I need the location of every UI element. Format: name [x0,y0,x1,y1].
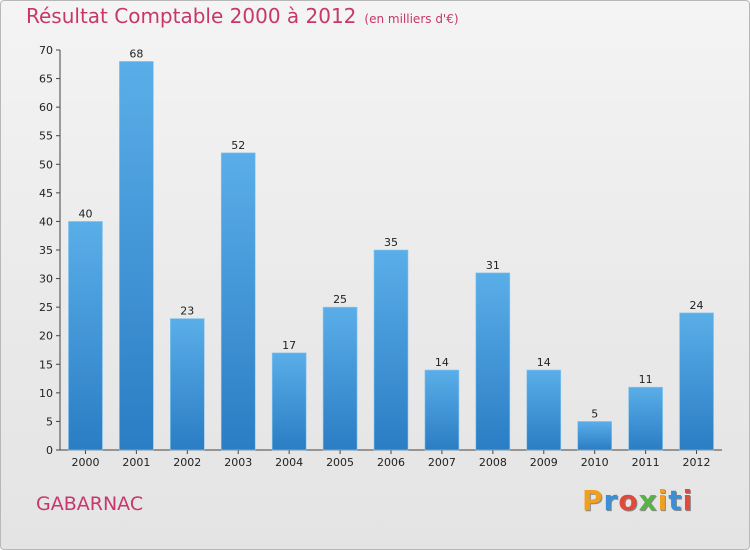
y-tick-label: 25 [39,301,53,314]
y-tick-label: 30 [39,273,53,286]
y-tick-label: 60 [39,101,53,114]
data-label-2000: 40 [78,207,92,220]
data-label-2011: 11 [639,373,653,386]
x-tick-label-2000: 2000 [71,456,99,469]
data-label-2009: 14 [537,356,551,369]
data-label-2005: 25 [333,293,347,306]
title-text: Résultat Comptable 2000 à 2012 [26,4,357,28]
x-tick-label-2010: 2010 [581,456,609,469]
bar-2002 [170,318,205,451]
x-tick-label-2008: 2008 [479,456,507,469]
bar-2001 [119,61,154,451]
bar-2005 [322,306,358,451]
bar-2011 [628,386,663,451]
data-label-2002: 23 [180,305,194,318]
data-label-2008: 31 [486,259,500,272]
y-tick-label: 70 [39,44,53,57]
bar-2000 [68,221,103,451]
y-tick-label: 40 [39,215,53,228]
y-tick-label: 50 [39,158,53,171]
x-tick-label-2012: 2012 [683,456,711,469]
x-tick-label-2011: 2011 [632,456,660,469]
bar-2004 [271,352,307,451]
data-label-2012: 24 [690,299,704,312]
chart-title: Résultat Comptable 2000 à 2012 (en millie… [26,4,459,28]
data-label-2003: 52 [231,139,245,152]
data-label-2010: 5 [591,407,598,420]
x-tick-label-2006: 2006 [377,456,405,469]
data-labels: 40 68 23 52 17 25 35 14 31 14 5 11 24 [78,47,703,420]
x-tick-label-2009: 2009 [530,456,558,469]
y-tick-label: 5 [46,415,53,428]
x-tick-label-2007: 2007 [428,456,456,469]
bar-2008 [475,272,511,451]
bar-2012 [679,312,714,451]
proxiti-logo: Proxiti [582,484,694,517]
x-tick-label-2001: 2001 [122,456,150,469]
x-tick-label-2005: 2005 [326,456,354,469]
y-tick-label: 65 [39,73,53,86]
bar-2007 [424,369,460,451]
y-tick-label: 45 [39,187,53,200]
bar-2006 [373,249,409,451]
data-label-2001: 68 [129,47,143,60]
town-name: GABARNAC [36,493,144,515]
data-label-2004: 17 [282,339,296,352]
data-label-2007: 14 [435,356,449,369]
title-unit: (en milliers d'€) [364,12,459,26]
bars [68,61,714,451]
data-label-2006: 35 [384,236,398,249]
y-tick-label: 10 [39,387,53,400]
y-tick-label: 20 [39,330,53,343]
x-tick-label-2003: 2003 [224,456,252,469]
x-tick-label-2002: 2002 [173,456,201,469]
y-tick-label: 35 [39,244,53,257]
bar-2003 [220,152,256,451]
y-tick-label: 55 [39,130,53,143]
x-tick-label-2004: 2004 [275,456,303,469]
y-tick-label: 15 [39,358,53,371]
bar-2010 [577,421,612,451]
bar-2009 [526,369,562,451]
y-tick-label: 0 [46,444,53,457]
